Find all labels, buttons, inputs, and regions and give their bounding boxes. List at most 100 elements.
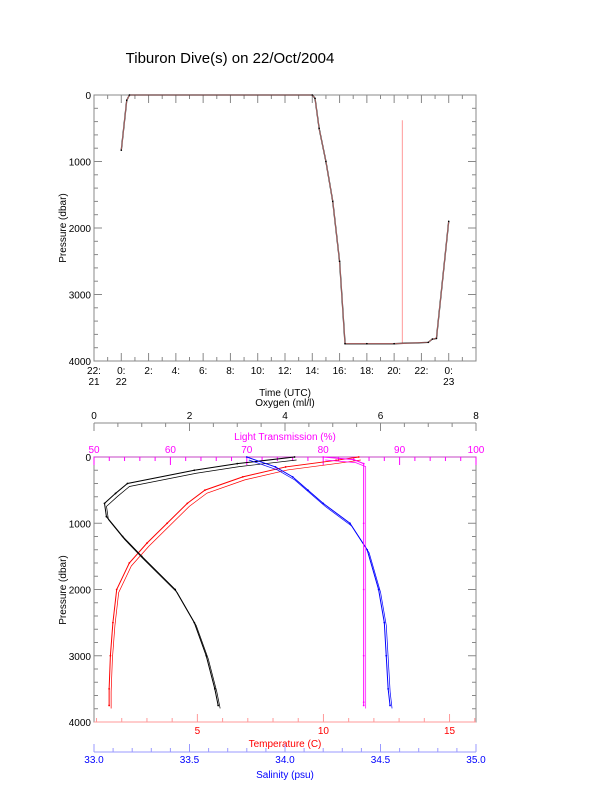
temperature-point <box>108 704 111 707</box>
oxygen-point <box>205 654 208 657</box>
pressure-line <box>120 94 450 345</box>
x-tick-label: 2: <box>144 366 152 377</box>
pressure-line-overlay <box>120 94 450 345</box>
salinity-tick-label: 35.0 <box>466 755 486 766</box>
oxygen-point <box>217 704 220 707</box>
salinity-axis-label: Salinity (psu) <box>256 770 314 781</box>
pressure-point <box>344 342 346 345</box>
oxygen-point <box>140 555 143 558</box>
pressure-point <box>128 94 131 96</box>
pressure-point <box>435 337 438 340</box>
light-tick-label: 80 <box>318 445 330 456</box>
y-tick-label: 4000 <box>69 718 92 729</box>
oxygen-point <box>293 456 296 458</box>
salinity-point <box>349 522 351 525</box>
oxygen-axis-label: Oxygen (ml/l) <box>255 398 314 409</box>
temperature-point <box>128 562 131 564</box>
pressure-point <box>393 342 395 345</box>
x-tick-label: 0: <box>117 366 125 377</box>
temperature-point <box>146 542 148 545</box>
oxygen-tick-label: 8 <box>473 411 479 422</box>
x-tick-label: 12: <box>278 366 292 377</box>
y-tick-label: 2000 <box>69 586 92 597</box>
light-transmission-point <box>362 701 365 704</box>
pressure-point <box>338 260 341 263</box>
temperature-tick-label: 15 <box>444 726 456 737</box>
temperature-point <box>115 588 118 591</box>
salinity-point <box>383 621 386 624</box>
temperature-point <box>284 466 287 468</box>
temperature-profile-line-upcast <box>110 459 361 709</box>
salinity-tick-label: 33.0 <box>84 755 104 766</box>
oxygen-tick-label: 0 <box>91 411 97 422</box>
oxygen-point <box>193 469 196 472</box>
light-tick-label: 100 <box>468 445 485 456</box>
light-transmission-point <box>352 458 355 461</box>
light-tick-label: 70 <box>241 445 253 456</box>
x-axis-label: Time (UTC) <box>259 388 311 399</box>
light-transmission-point <box>322 456 325 458</box>
x-tick-label: 6: <box>199 366 207 377</box>
oxygen-tick-label: 2 <box>187 411 193 422</box>
salinity-point <box>322 502 325 505</box>
y-axis-label: Pressure (dbar) <box>58 193 69 262</box>
pressure-point <box>314 97 316 100</box>
temperature-point <box>112 621 114 624</box>
x-tick-label: 22: <box>414 366 428 377</box>
oxygen-point <box>105 515 108 518</box>
y-tick-label: 3000 <box>69 652 92 663</box>
pressure-point <box>318 127 320 130</box>
oxygen-point <box>174 588 177 591</box>
salinity-tick-label: 33.5 <box>180 755 200 766</box>
pressure-point <box>447 220 450 223</box>
x-tick-label: 16: <box>333 366 347 377</box>
pressure-point <box>331 200 334 203</box>
temperature-point <box>204 489 206 492</box>
oxygen-point <box>121 535 124 538</box>
pressure-point <box>325 160 327 163</box>
oxygen-tick-label: 4 <box>282 411 288 422</box>
oxygen-point <box>213 687 216 690</box>
oxygen-tick-label: 6 <box>378 411 384 422</box>
oxygen-point <box>193 621 196 624</box>
y-tick-label: 1000 <box>69 519 92 530</box>
oxygen-point <box>114 492 117 495</box>
salinity-point <box>387 687 390 690</box>
x-tick-label: 8: <box>226 366 234 377</box>
x-tick-label: 0: <box>445 366 453 377</box>
temperature-point <box>109 654 112 657</box>
temperature-point <box>357 456 360 458</box>
salinity-point <box>389 704 391 707</box>
y-axis-label: Pressure (dbar) <box>58 555 69 624</box>
y-tick-label: 1000 <box>69 158 92 169</box>
light-transmission-point <box>362 654 365 657</box>
salinity-profile-line-upcast <box>248 459 393 709</box>
pressure-point <box>366 342 368 345</box>
pressure-point <box>431 338 434 340</box>
light-tick-label: 50 <box>88 445 100 456</box>
salinity-profile-line <box>246 456 391 706</box>
salinity-tick-label: 34.0 <box>275 755 295 766</box>
temperature-profile-line <box>108 456 359 706</box>
y-tick-label: 0 <box>85 91 91 102</box>
oxygen-profile-line-upcast <box>106 459 297 709</box>
oxygen-point <box>126 482 129 485</box>
light-transmission-point <box>362 704 365 707</box>
pressure-point <box>427 341 430 344</box>
x-tick-label: 14: <box>305 366 319 377</box>
salinity-point <box>307 489 309 492</box>
x-tick-label: 4: <box>172 366 180 377</box>
light-transmission-point <box>362 588 365 591</box>
salinity-point <box>245 456 248 458</box>
y-tick-label: 3000 <box>69 291 92 302</box>
y-tick-label: 2000 <box>69 224 92 235</box>
temperature-point <box>108 687 111 690</box>
salinity-point <box>274 466 277 468</box>
x-tick-label: 22 <box>116 377 128 388</box>
light-transmission-profile-line-upcast <box>325 459 367 709</box>
top-plot-frame <box>93 94 477 362</box>
salinity-tick-label: 34.5 <box>371 755 391 766</box>
chart-title: Tiburon Dive(s) on 22/Oct/2004 <box>125 50 335 67</box>
y-tick-label: 4000 <box>69 357 92 368</box>
